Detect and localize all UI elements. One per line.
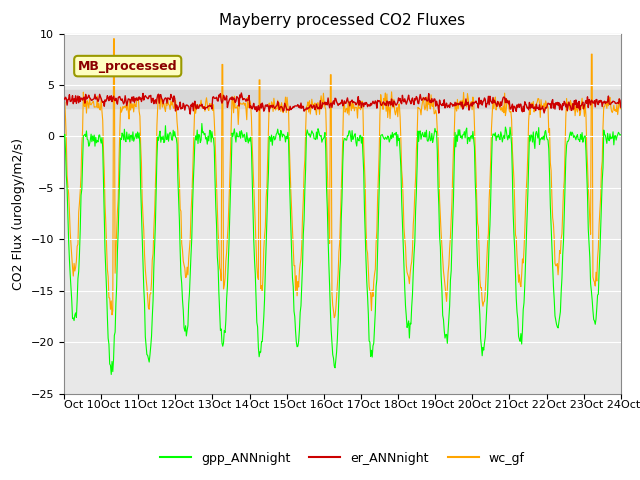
Text: MB_processed: MB_processed [78, 60, 177, 72]
Title: Mayberry processed CO2 Fluxes: Mayberry processed CO2 Fluxes [220, 13, 465, 28]
Y-axis label: CO2 Flux (urology/m2/s): CO2 Flux (urology/m2/s) [12, 138, 25, 289]
Legend: gpp_ANNnight, er_ANNnight, wc_gf: gpp_ANNnight, er_ANNnight, wc_gf [155, 447, 530, 469]
Bar [64, 90, 621, 108]
